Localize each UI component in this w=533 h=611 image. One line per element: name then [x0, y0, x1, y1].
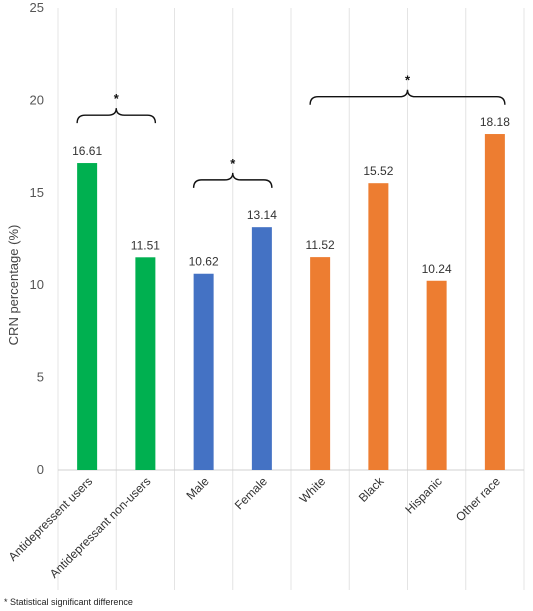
y-axis-label: CRN percentage (%) [6, 225, 21, 346]
y-tick-label: 20 [30, 92, 44, 107]
bar [135, 257, 156, 470]
grid-lines [57, 8, 525, 590]
significance-brackets: * * * [76, 73, 506, 188]
bar [193, 273, 214, 470]
footnote: * Statistical significant difference [4, 597, 133, 607]
value-labels: 16.61 11.51 10.62 13.14 11.52 15.52 10.24 18.18 [72, 115, 510, 276]
category-label: Other race [453, 474, 503, 524]
value-label: 10.62 [189, 255, 219, 269]
value-label: 18.18 [480, 115, 510, 129]
y-axis: 0 5 10 15 20 25 [30, 0, 524, 477]
value-label: 13.14 [247, 208, 277, 222]
bar [251, 227, 272, 470]
bar [77, 163, 98, 471]
bar [368, 183, 389, 470]
value-label: 10.24 [422, 262, 452, 276]
significance-bracket [192, 172, 273, 188]
significance-bracket [309, 89, 506, 105]
y-tick-label: 25 [30, 0, 44, 15]
value-label: 11.52 [306, 238, 335, 252]
significance-bracket [76, 108, 157, 124]
value-label: 16.61 [72, 144, 102, 158]
bars [77, 134, 505, 471]
y-tick-label: 0 [37, 462, 44, 477]
value-label: 15.52 [363, 164, 393, 178]
y-tick-label: 15 [30, 185, 44, 200]
category-label: Antidepressant non-users [47, 474, 154, 581]
value-label: 11.51 [131, 238, 160, 252]
y-tick-label: 10 [30, 277, 44, 292]
y-tick-label: 5 [37, 370, 44, 385]
bar [484, 134, 505, 470]
category-label: Female [232, 474, 270, 512]
significance-star: * [405, 73, 411, 88]
significance-star: * [230, 156, 236, 171]
category-label: Male [183, 474, 212, 503]
category-label: Hispanic [402, 474, 444, 516]
category-label: Black [356, 474, 387, 505]
category-label: White [297, 474, 329, 506]
bar [310, 257, 331, 470]
bar [426, 280, 447, 470]
significance-star: * [114, 91, 120, 106]
